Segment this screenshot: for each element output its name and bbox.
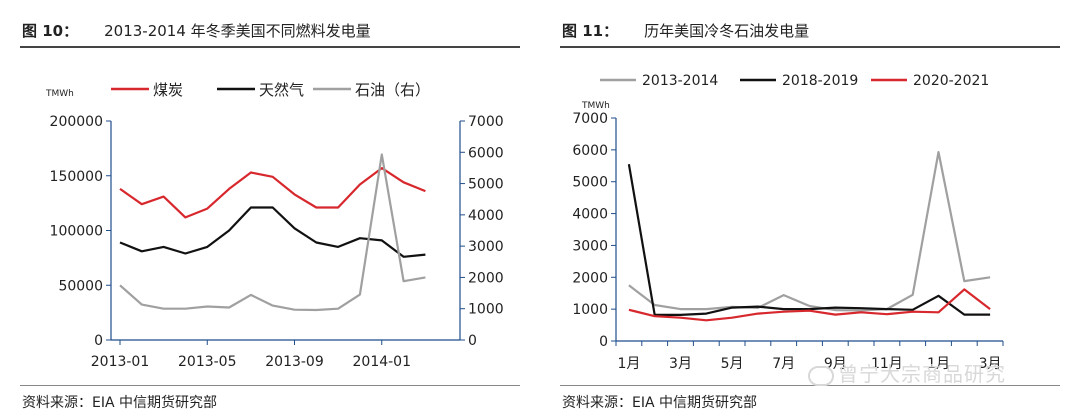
source-rule — [20, 385, 520, 386]
series-line — [119, 206, 426, 258]
x-tick-label: 2013-05 — [178, 354, 237, 370]
y-tick-label: 50000 — [58, 278, 103, 294]
series-line — [628, 151, 991, 312]
y-tick-label: 0 — [599, 334, 608, 350]
figure-10-caption: 2013-2014 年冬季美国不同燃料发电量 — [104, 22, 371, 40]
y2-tick-label: 1000 — [468, 302, 504, 318]
x-tick-label: 2014-01 — [353, 354, 412, 370]
series-line — [628, 288, 991, 322]
legend-label: 煤炭 — [153, 81, 183, 99]
watermark-text: 曾宁大宗商品研究 — [838, 362, 1006, 386]
legend-label: 2020-2021 — [913, 73, 989, 89]
title-rule — [20, 46, 520, 48]
y-tick-label: 150000 — [50, 169, 103, 185]
series-line — [119, 167, 426, 219]
x-tick-label: 3月 — [669, 356, 692, 372]
x-tick-label: 7月 — [772, 356, 795, 372]
series-line — [627, 164, 991, 316]
figure-11-caption: 历年美国冷冬石油发电量 — [644, 22, 810, 40]
y-tick-label: 4000 — [572, 207, 608, 223]
y-tick-label: 100000 — [50, 224, 103, 240]
legend-label: 2018-2019 — [782, 73, 858, 89]
y-tick-label: 200000 — [50, 114, 103, 130]
legend-label: 2013-2014 — [642, 73, 718, 89]
title-rule — [560, 46, 1060, 48]
wechat-icon — [808, 365, 834, 386]
source-note: 资料来源：EIA 中信期货研究部 — [562, 395, 758, 411]
y2-tick-label: 6000 — [468, 145, 504, 161]
x-tick-label: 1月 — [617, 356, 640, 372]
x-tick-label: 3月 — [979, 356, 1002, 372]
source-rule — [560, 385, 1060, 386]
figure-11-number: 图 11： — [562, 22, 619, 40]
y-tick-label: 3000 — [572, 238, 608, 254]
source-note: 资料来源：EIA 中信期货研究部 — [22, 395, 218, 411]
y-tick-label: 2000 — [572, 270, 608, 286]
watermark: 曾宁大宗商品研究 — [808, 358, 1006, 387]
fuel-generation-chart: TMWh 0 50000 100000 150000 200000 0 1000 2000 300… — [45, 81, 504, 370]
left-panel: 图 10： 2013-2014 年冬季美国不同燃料发电量 TMWh 0 50000 10… — [20, 20, 520, 411]
x-tick-label: 2013-01 — [91, 354, 150, 370]
y2-tick-label: 2000 — [468, 270, 504, 286]
x-tick-label: 5月 — [721, 356, 744, 372]
figure-10-title: 图 10： 2013-2014 年冬季美国不同燃料发电量 — [22, 20, 371, 41]
y2-tick-label: 4000 — [468, 208, 504, 224]
figure-11-title: 图 11： 历年美国冷冬石油发电量 — [562, 20, 809, 41]
y-tick-label: 0 — [94, 333, 103, 349]
y-tick-label: 1000 — [572, 302, 608, 318]
y-tick-label: 5000 — [572, 175, 608, 191]
y-axis-unit: TMWh — [45, 89, 74, 99]
legend-label: 石油（右） — [355, 81, 430, 99]
x-tick-label: 1月 — [927, 356, 950, 372]
y-tick-label: 7000 — [572, 111, 608, 127]
oil-generation-chart: TMWh 0 1000 2000 3000 4000 5000 6000 7000 1月 3月 5月 7… — [572, 73, 1004, 372]
right-panel: 图 11： 历年美国冷冬石油发电量 TMWh 0 1000 2000 3000 4000 50… — [540, 0, 1080, 418]
y2-tick-label: 7000 — [468, 114, 504, 130]
legend-label: 天然气 — [259, 81, 304, 99]
x-tick-label: 11月 — [871, 356, 903, 372]
series-line — [119, 153, 426, 312]
figure-10-number: 图 10： — [22, 22, 79, 40]
y-axis-unit: TMWh — [581, 101, 610, 111]
y-tick-label: 6000 — [572, 143, 608, 159]
y2-tick-label: 3000 — [468, 239, 504, 255]
y2-tick-label: 5000 — [468, 177, 504, 193]
x-tick-label: 2013-09 — [265, 354, 324, 370]
y2-tick-label: 0 — [468, 333, 477, 349]
